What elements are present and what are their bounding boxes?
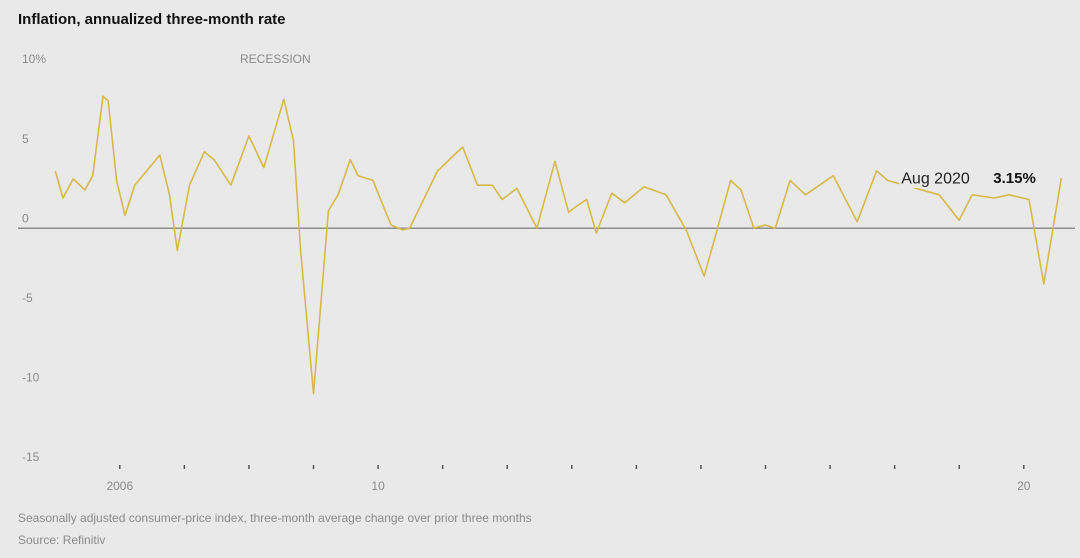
footnote: Seasonally adjusted consumer-price index… (18, 511, 532, 525)
x-tick-label: 20 (1017, 479, 1031, 493)
recession-label: RECESSION (240, 52, 311, 66)
point-label: Aug 2020 (901, 170, 970, 187)
y-tick-label: 5 (22, 132, 29, 146)
y-tick-label: -10 (22, 371, 40, 385)
x-tick-label: 10 (371, 479, 385, 493)
x-tick-label: 2006 (106, 479, 133, 493)
y-tick-label: -15 (22, 450, 40, 464)
value-label: 3.15% (993, 170, 1036, 187)
y-tick-label: -5 (22, 291, 33, 305)
series-line (54, 95, 1063, 395)
label-background (899, 166, 1040, 189)
y-tick-label: 0 (22, 211, 29, 225)
chart-title: Inflation, annualized three-month rate (18, 11, 286, 28)
source: Source: Refinitiv (18, 533, 105, 547)
y-tick-label: 10% (22, 52, 46, 66)
